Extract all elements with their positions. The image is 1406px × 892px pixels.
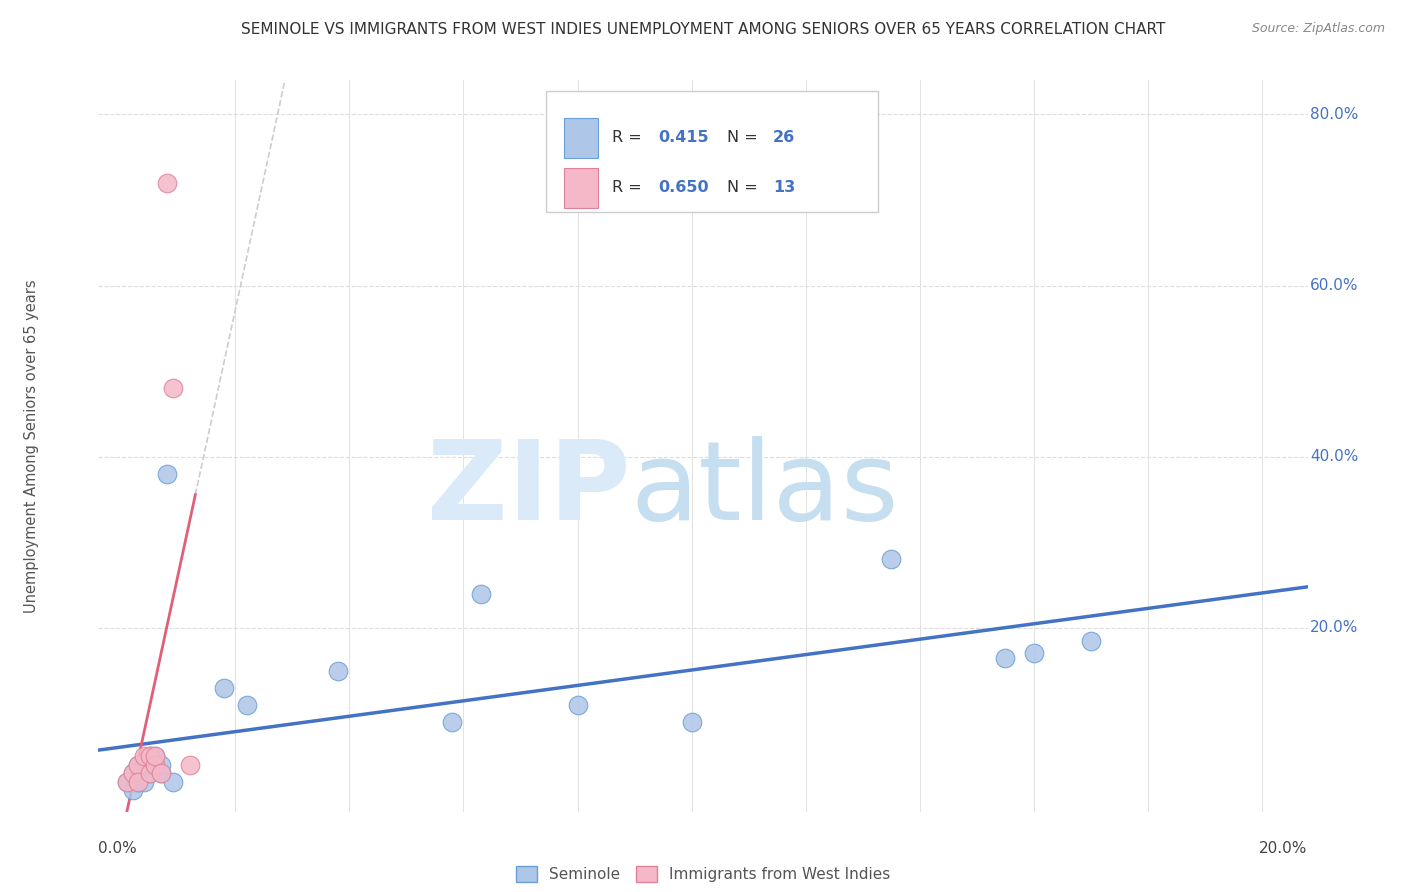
Point — [139, 749, 162, 764]
Point — [139, 766, 162, 780]
Point — [115, 774, 138, 789]
Bar — [564, 168, 598, 208]
Text: atlas: atlas — [630, 436, 898, 543]
Text: 0.650: 0.650 — [658, 180, 709, 195]
Point — [127, 757, 149, 772]
Point — [156, 467, 179, 481]
Point — [150, 757, 173, 772]
Text: ZIP: ZIP — [427, 436, 630, 543]
Point — [326, 664, 349, 678]
Text: 0.415: 0.415 — [658, 130, 709, 145]
Point — [1080, 633, 1102, 648]
Point — [132, 749, 155, 764]
FancyBboxPatch shape — [546, 91, 879, 212]
Point — [567, 698, 589, 712]
Point — [145, 749, 167, 764]
Point — [441, 714, 464, 729]
Point — [132, 774, 155, 789]
Point — [127, 757, 149, 772]
Text: 60.0%: 60.0% — [1310, 278, 1358, 293]
Point — [470, 586, 492, 600]
Point — [179, 757, 201, 772]
Text: 26: 26 — [773, 130, 796, 145]
Text: 40.0%: 40.0% — [1310, 450, 1358, 464]
Bar — [564, 118, 598, 158]
Point — [681, 714, 703, 729]
Text: 20.0%: 20.0% — [1310, 620, 1358, 635]
Point — [121, 766, 143, 780]
Point — [994, 650, 1017, 665]
Point — [162, 774, 184, 789]
Point — [145, 757, 167, 772]
Point — [127, 774, 149, 789]
Point — [115, 774, 138, 789]
Point — [156, 176, 179, 190]
Point — [139, 749, 162, 764]
Text: R =: R = — [613, 180, 647, 195]
Point — [127, 774, 149, 789]
Point — [132, 757, 155, 772]
Text: Source: ZipAtlas.com: Source: ZipAtlas.com — [1251, 22, 1385, 36]
Text: N =: N = — [727, 180, 763, 195]
Point — [150, 766, 173, 780]
Text: R =: R = — [613, 130, 647, 145]
Point — [235, 698, 257, 712]
Point — [162, 381, 184, 395]
Text: N =: N = — [727, 130, 763, 145]
Point — [150, 766, 173, 780]
Text: 80.0%: 80.0% — [1310, 107, 1358, 122]
Text: 0.0%: 0.0% — [98, 841, 138, 856]
Point — [212, 681, 235, 695]
Point — [121, 783, 143, 797]
Point — [145, 757, 167, 772]
Text: SEMINOLE VS IMMIGRANTS FROM WEST INDIES UNEMPLOYMENT AMONG SENIORS OVER 65 YEARS: SEMINOLE VS IMMIGRANTS FROM WEST INDIES … — [240, 22, 1166, 37]
Legend: Seminole, Immigrants from West Indies: Seminole, Immigrants from West Indies — [509, 860, 897, 888]
Point — [121, 766, 143, 780]
Point — [145, 749, 167, 764]
Text: 13: 13 — [773, 180, 796, 195]
Text: Unemployment Among Seniors over 65 years: Unemployment Among Seniors over 65 years — [24, 279, 39, 613]
Text: 20.0%: 20.0% — [1260, 841, 1308, 856]
Point — [1022, 647, 1045, 661]
Point — [880, 552, 903, 566]
Point — [139, 766, 162, 780]
